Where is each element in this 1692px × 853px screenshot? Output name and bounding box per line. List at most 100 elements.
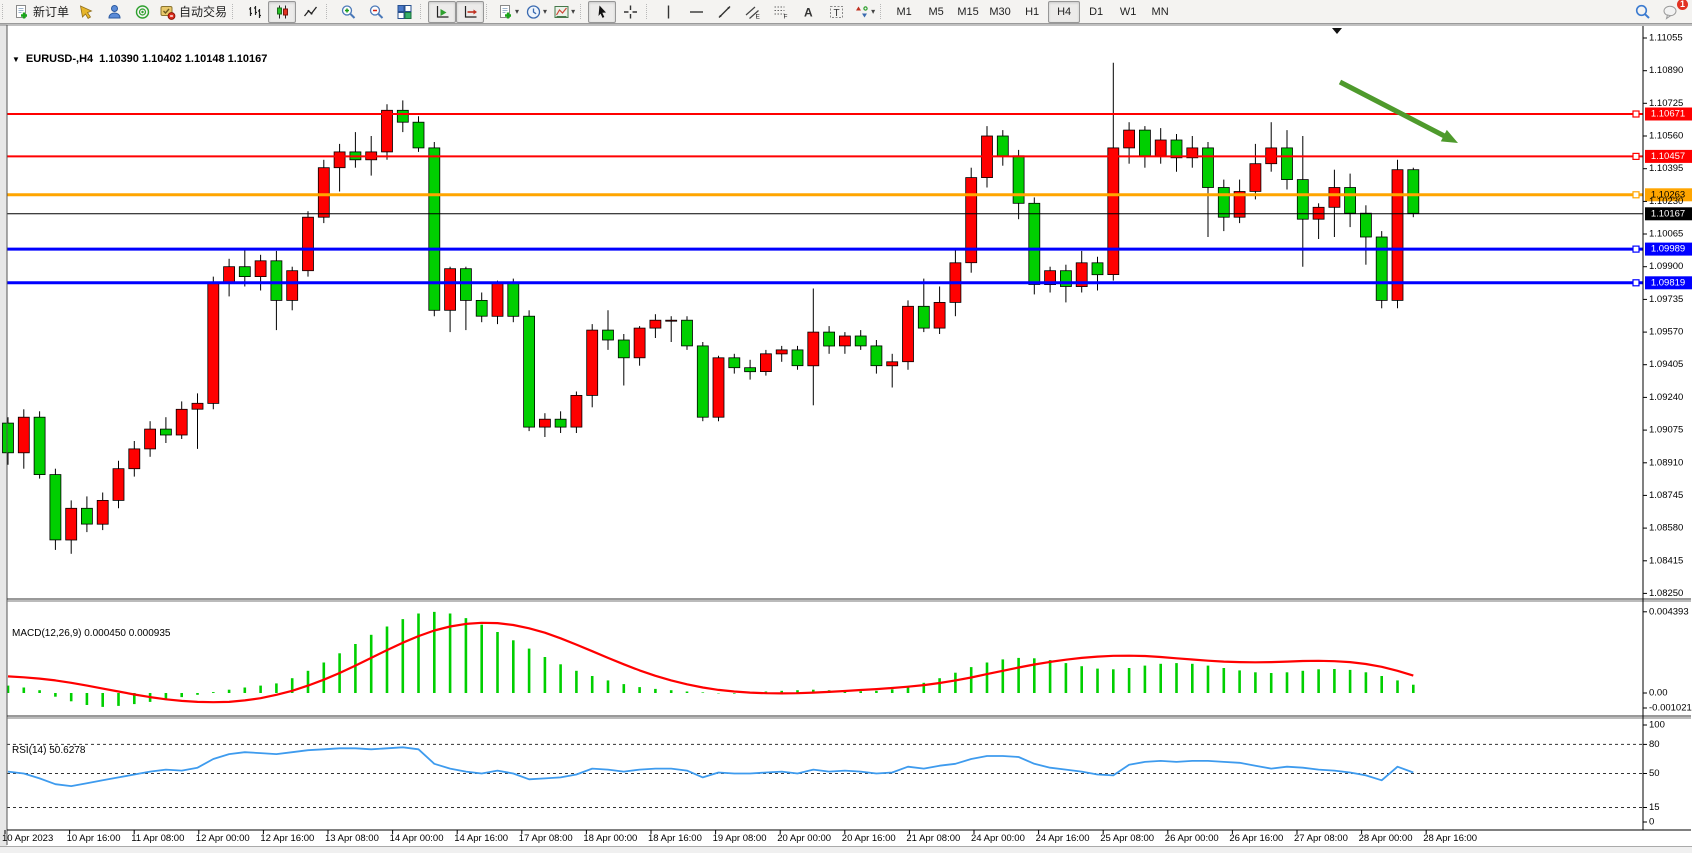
toolbar-group-2: [324, 0, 418, 24]
dropdown-arrow-icon[interactable]: ▾: [515, 7, 520, 16]
macd-axis-label: 0.004393: [1649, 606, 1689, 617]
line-handle[interactable]: [1632, 245, 1640, 253]
bar-chart-mode-button[interactable]: [240, 1, 268, 23]
line-handle[interactable]: [1632, 110, 1640, 118]
equidistant-channel-button[interactable]: E: [738, 1, 766, 23]
time-axis[interactable]: 10 Apr 2023 10 Apr 16:00 11 Apr 08:00 12 Ap…: [2, 830, 1477, 844]
cursor-button[interactable]: [588, 0, 617, 23]
chart-title-dropdown-icon[interactable]: ▼: [12, 54, 20, 64]
timeframe-w1-button[interactable]: W1: [1119, 5, 1137, 18]
price-axis[interactable]: 1.11055 1.10890 1.10725 1.10560 1.10395 1.102…: [1643, 33, 1683, 599]
chart-canvas[interactable]: 1.10671 1.10457 1.10263 1.09989 1.09819 1.101…: [0, 24, 1692, 853]
vertical-line-button[interactable]: [654, 1, 682, 23]
price-tag-label: 1.10671: [1651, 109, 1685, 120]
svg-text:T: T: [833, 8, 839, 19]
candle: [302, 211, 314, 277]
time-tick-label: 18 Apr 00:00: [583, 833, 637, 844]
line-handle[interactable]: [1632, 152, 1640, 160]
timeframe-m5-button[interactable]: M5: [928, 5, 944, 18]
toolbar-groups: 新订单 自动交易 ▾ ▾ ▾ E F A T ▾ M1 M5 M15 M30 H1 H4 D1 W1 MN: [0, 0, 1176, 24]
text-button[interactable]: A: [794, 1, 822, 23]
time-tick-label: 24 Apr 16:00: [1036, 833, 1090, 844]
dropdown-arrow-icon[interactable]: ▾: [571, 7, 576, 16]
arrows-button[interactable]: ▾: [850, 1, 878, 23]
radar-icon: [134, 4, 151, 20]
candle: [333, 143, 346, 192]
chat-button[interactable]: 1: [1656, 0, 1688, 23]
price-tick-label: 1.10725: [1649, 98, 1683, 109]
candle: [886, 353, 899, 388]
time-tick-label: 12 Apr 00:00: [196, 833, 250, 844]
timeframe-m30-button[interactable]: M30: [989, 5, 1011, 18]
zoom-out-icon: [368, 4, 385, 20]
timeframe-mn-button[interactable]: MN: [1151, 5, 1169, 18]
crosshair-button[interactable]: [616, 1, 644, 23]
time-tick-label: 18 Apr 16:00: [648, 833, 702, 844]
zoom-out-button[interactable]: [362, 1, 390, 23]
line-chart-icon: [302, 4, 319, 20]
horizontal-line-object[interactable]: 1.09819: [7, 276, 1692, 290]
candle: [712, 355, 725, 422]
text-label-button[interactable]: T: [822, 1, 850, 23]
fibonacci-button[interactable]: F: [766, 1, 794, 23]
horizontal-line-object[interactable]: 1.10263: [7, 188, 1692, 202]
price-tick-label: 1.08745: [1649, 490, 1683, 501]
auto-scroll-button[interactable]: [428, 0, 457, 23]
line-handle[interactable]: [1632, 279, 1640, 287]
chart-shift-button[interactable]: [456, 0, 485, 23]
time-tick-label: 28 Apr 00:00: [1359, 833, 1413, 844]
rsi-axis-label: 15: [1649, 802, 1660, 813]
dropdown-arrow-icon[interactable]: ▾: [543, 7, 548, 16]
macd-panel: 0.004393 0.00 -0.001021: [6, 606, 1692, 714]
zoom-in-button[interactable]: [334, 1, 362, 23]
templates-button[interactable]: ▾: [550, 1, 578, 23]
line-chart-mode-button[interactable]: [296, 1, 324, 23]
candle: [554, 411, 567, 433]
tile-windows-button[interactable]: [390, 1, 418, 23]
horizontal-line-object[interactable]: 1.10671: [7, 107, 1692, 121]
search-icon: [1634, 4, 1651, 20]
signals-button[interactable]: [128, 1, 156, 23]
horizontal-line-button[interactable]: [682, 1, 710, 23]
trend-arrow-object[interactable]: [1338, 79, 1458, 143]
market-pointer-button[interactable]: [72, 1, 100, 23]
chart-marker-icon: [1332, 28, 1342, 34]
timeframe-h4-button[interactable]: H4: [1048, 0, 1081, 23]
rsi-line: [7, 746, 1414, 787]
horizontal-line-object[interactable]: 1.09989: [7, 242, 1692, 256]
candle: [1217, 179, 1230, 232]
candle: [586, 324, 599, 408]
auto-trading-label: 自动交易: [179, 5, 228, 19]
doc-plus-icon: [497, 4, 514, 20]
candle: [17, 409, 30, 469]
user-panel-button[interactable]: [100, 1, 128, 23]
timeframe-d1-button[interactable]: D1: [1089, 5, 1104, 18]
auto-trading-button[interactable]: 自动交易: [156, 1, 230, 23]
candle: [270, 250, 283, 331]
line-handle[interactable]: [1632, 191, 1640, 199]
new-order-button[interactable]: 新订单: [10, 1, 72, 23]
new-chart-button[interactable]: ▾: [494, 1, 522, 23]
candle: [1044, 266, 1056, 293]
periods-button[interactable]: ▾: [522, 1, 550, 23]
candle-chart-mode-button[interactable]: [268, 0, 297, 23]
candle: [1107, 62, 1120, 281]
tiles-icon: [396, 4, 413, 20]
search-button[interactable]: [1628, 1, 1656, 23]
clock-icon: [525, 4, 542, 20]
trendline-button[interactable]: [710, 1, 738, 23]
dropdown-arrow-icon[interactable]: ▾: [871, 7, 876, 16]
horizontal-line-object[interactable]: 1.10457: [7, 149, 1692, 163]
price-tag: [1645, 276, 1692, 290]
shapes-icon: [853, 4, 870, 20]
timeframe-m1-button[interactable]: M1: [896, 5, 912, 18]
chart-title[interactable]: ▼ EURUSD-,H4 1.10390 1.10402 1.10148 1.1…: [12, 53, 267, 65]
current-price-line: 1.10167: [7, 207, 1692, 221]
price-tick-label: 1.10395: [1649, 163, 1683, 174]
timeframe-h1-button[interactable]: H1: [1025, 5, 1040, 18]
chart-ohlc-values: 1.10390 1.10402 1.10148 1.10167: [99, 53, 268, 65]
price-tick-label: 1.08910: [1649, 457, 1683, 468]
candle: [902, 300, 914, 370]
candle: [159, 417, 172, 443]
timeframe-m15-button[interactable]: M15: [957, 5, 979, 18]
